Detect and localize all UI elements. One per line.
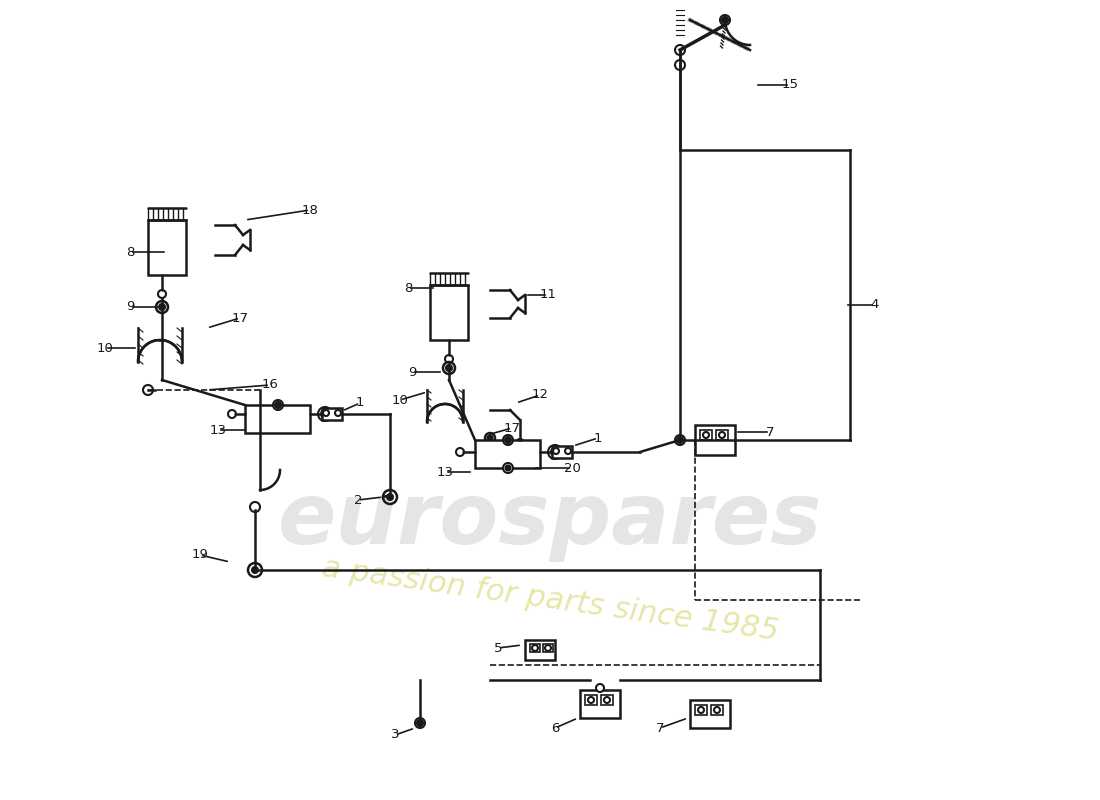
Text: a passion for parts since 1985: a passion for parts since 1985 [320,554,780,646]
Text: 6: 6 [551,722,559,734]
Bar [711,705,723,715]
Bar [690,700,730,728]
Circle shape [252,567,258,573]
Circle shape [143,385,153,395]
Text: 3: 3 [390,729,399,742]
Bar [475,440,540,468]
Circle shape [446,355,453,363]
Circle shape [487,435,493,441]
Text: 9: 9 [408,366,416,378]
Text: 19: 19 [191,549,208,562]
Text: 1: 1 [594,431,603,445]
Circle shape [273,400,283,410]
Bar [530,644,540,652]
Text: 16: 16 [262,378,278,391]
Text: 20: 20 [563,462,581,474]
Text: 18: 18 [301,203,318,217]
Bar [601,695,613,705]
Text: 13: 13 [209,423,227,437]
Text: eurospares: eurospares [277,478,823,562]
Circle shape [675,435,685,445]
Bar [430,285,468,340]
Circle shape [503,435,513,445]
Text: 12: 12 [531,389,549,402]
Circle shape [417,720,424,726]
Circle shape [156,301,168,313]
Text: 7: 7 [766,426,774,438]
Circle shape [228,410,236,418]
Bar [543,644,553,652]
Circle shape [158,290,166,298]
Text: 1: 1 [355,397,364,410]
Circle shape [506,466,510,470]
Circle shape [675,45,685,55]
Circle shape [387,494,393,500]
Circle shape [415,718,425,728]
Bar [245,405,310,433]
Text: 4: 4 [871,298,879,311]
Circle shape [456,448,464,456]
Circle shape [160,304,165,310]
Text: 17: 17 [231,311,249,325]
Circle shape [446,365,452,371]
Text: 10: 10 [97,342,113,354]
Text: 8: 8 [404,282,412,294]
Circle shape [503,463,513,473]
Circle shape [516,439,524,447]
Bar [552,446,572,458]
Circle shape [485,433,495,443]
Text: 13: 13 [437,466,453,478]
Circle shape [676,437,683,443]
Circle shape [596,684,604,692]
Circle shape [443,362,455,374]
Bar [585,695,597,705]
Bar [580,690,620,718]
Bar [525,640,556,660]
Text: 2: 2 [354,494,362,506]
Text: 5: 5 [494,642,503,654]
Circle shape [250,502,260,512]
Text: 17: 17 [504,422,520,434]
Bar [322,408,342,420]
Bar [695,705,707,715]
Bar [695,425,735,455]
Circle shape [321,410,329,418]
Circle shape [275,402,280,408]
Text: 9: 9 [125,301,134,314]
Text: 7: 7 [656,722,664,734]
Text: 8: 8 [125,246,134,258]
Circle shape [675,60,685,70]
Circle shape [722,17,728,23]
Text: 15: 15 [781,78,799,91]
Circle shape [551,448,559,456]
Bar [716,430,728,440]
Bar [700,430,712,440]
Text: 10: 10 [392,394,408,406]
Circle shape [505,437,512,443]
Text: 11: 11 [539,289,557,302]
Bar [148,220,186,275]
Circle shape [720,15,730,25]
